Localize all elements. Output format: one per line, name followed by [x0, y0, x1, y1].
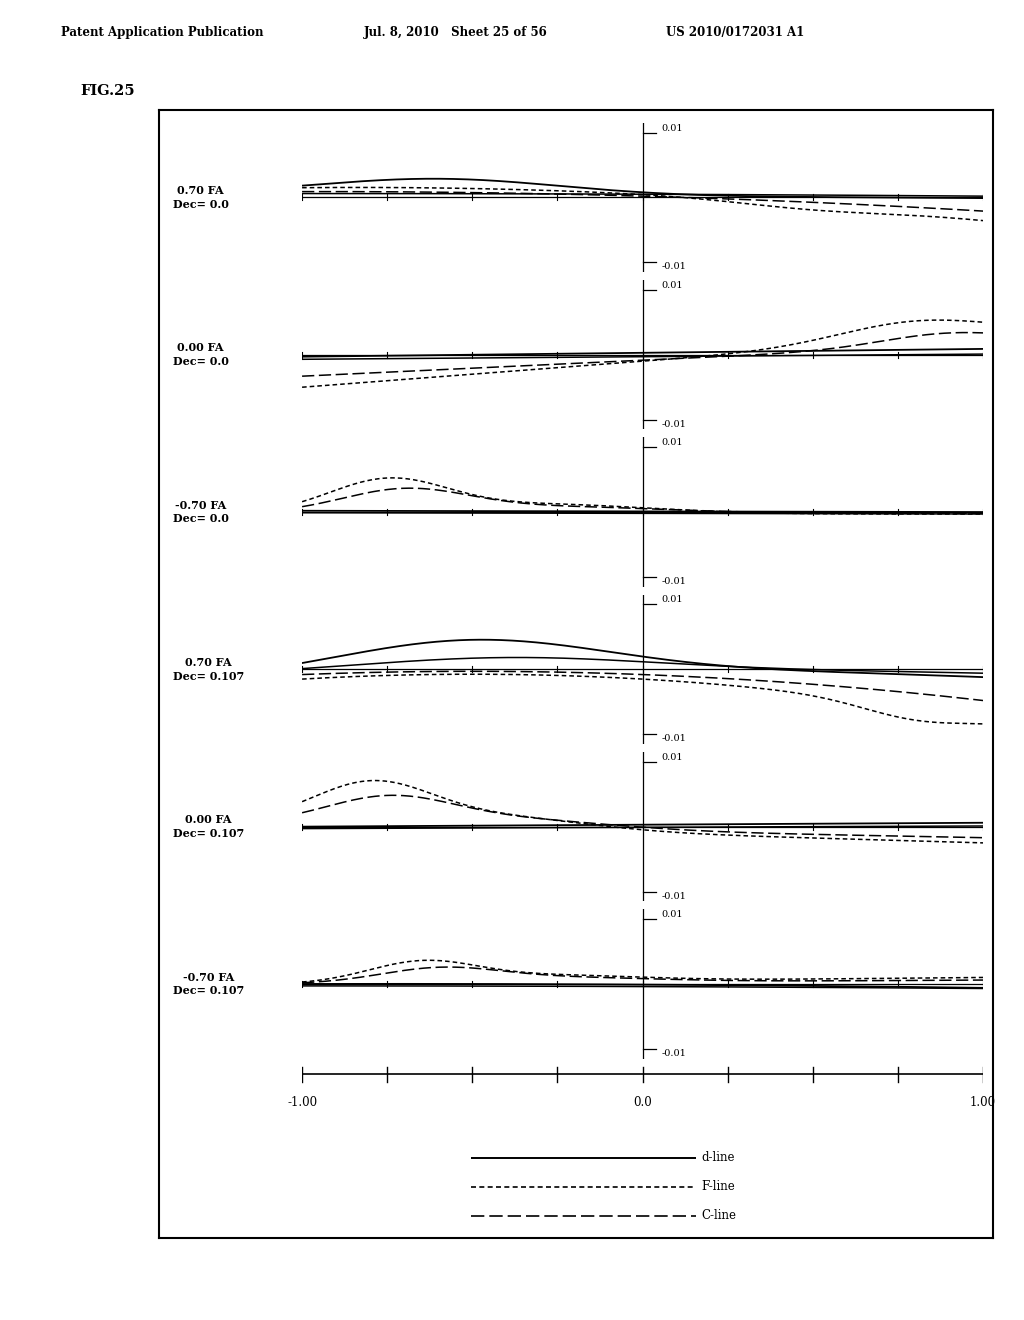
Text: 0.01: 0.01: [662, 124, 683, 132]
Text: C-line: C-line: [701, 1209, 736, 1222]
Text: d-line: d-line: [701, 1151, 735, 1164]
Text: 0.00 FA
Dec= 0.107: 0.00 FA Dec= 0.107: [173, 814, 244, 840]
Text: US 2010/0172031 A1: US 2010/0172031 A1: [666, 26, 804, 40]
Text: F-line: F-line: [701, 1180, 735, 1193]
Text: 0.01: 0.01: [662, 909, 683, 919]
Text: 1.00: 1.00: [970, 1096, 996, 1109]
Text: -0.70 FA
Dec= 0.107: -0.70 FA Dec= 0.107: [173, 972, 244, 997]
Text: 0.70 FA
Dec= 0.0: 0.70 FA Dec= 0.0: [173, 185, 228, 210]
Text: -1.00: -1.00: [287, 1096, 317, 1109]
Text: -0.01: -0.01: [662, 263, 686, 272]
Text: 0.70 FA
Dec= 0.107: 0.70 FA Dec= 0.107: [173, 657, 244, 681]
Text: 0.01: 0.01: [662, 752, 683, 762]
Text: -0.01: -0.01: [662, 891, 686, 900]
Text: FIG.25: FIG.25: [80, 84, 134, 98]
Text: Jul. 8, 2010   Sheet 25 of 56: Jul. 8, 2010 Sheet 25 of 56: [364, 26, 547, 40]
Text: 0.01: 0.01: [662, 595, 683, 605]
Text: -0.70 FA
Dec= 0.0: -0.70 FA Dec= 0.0: [173, 500, 228, 524]
Text: -0.01: -0.01: [662, 420, 686, 429]
Text: -0.01: -0.01: [662, 1049, 686, 1057]
Text: 0.0: 0.0: [633, 1096, 652, 1109]
Text: Patent Application Publication: Patent Application Publication: [61, 26, 264, 40]
Text: -0.01: -0.01: [662, 734, 686, 743]
Text: -0.01: -0.01: [662, 577, 686, 586]
Text: 0.00 FA
Dec= 0.0: 0.00 FA Dec= 0.0: [173, 342, 228, 367]
Text: 0.01: 0.01: [662, 281, 683, 290]
Text: 0.01: 0.01: [662, 438, 683, 447]
